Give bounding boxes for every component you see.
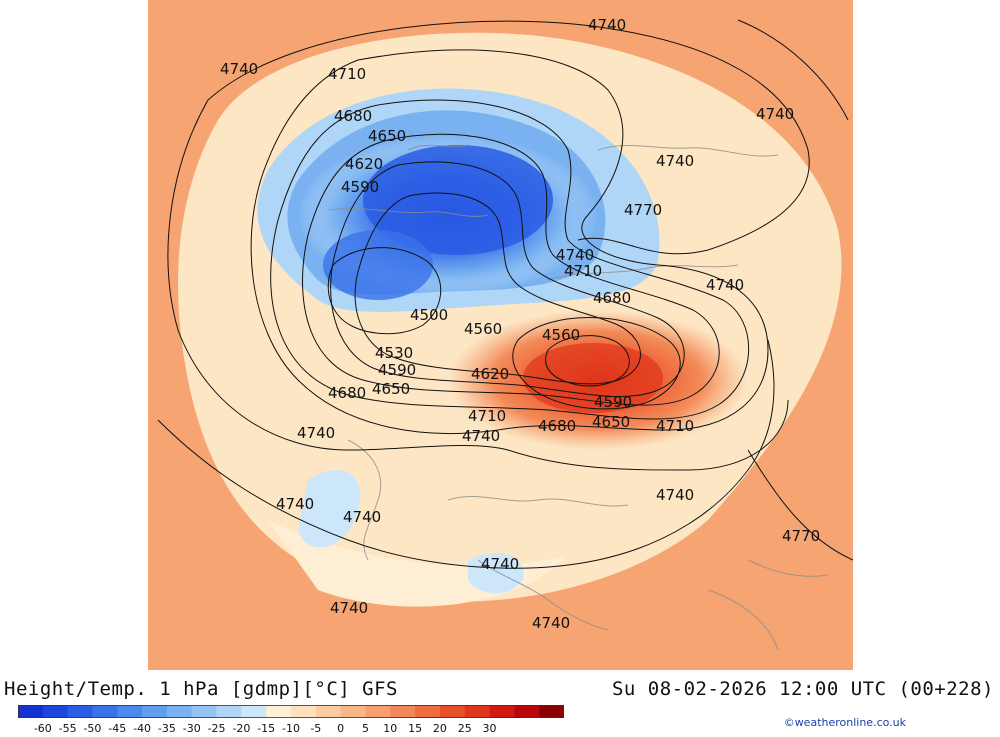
legend-tick-label: -30	[183, 722, 201, 733]
contour-label: 4590	[378, 361, 416, 379]
legend-swatch	[166, 705, 193, 718]
legend-tick-label: 25	[458, 722, 472, 733]
contour-label: 4770	[624, 201, 662, 219]
contour-label: 4740	[462, 427, 500, 445]
coastlines	[327, 144, 829, 651]
contour-label: 4620	[345, 155, 383, 173]
legend-swatch	[18, 705, 44, 718]
legend-tick-label: 15	[408, 722, 422, 733]
legend-swatch	[489, 705, 515, 718]
contour-label: 4590	[341, 178, 379, 196]
legend-swatch	[415, 705, 441, 718]
contour-label: 4710	[328, 65, 366, 83]
contour-label: 4740	[532, 614, 570, 632]
height-contours	[157, 19, 853, 569]
legend-tick-label: 10	[383, 722, 397, 733]
legend-tick-label: -15	[257, 722, 275, 733]
legend-swatch	[42, 705, 68, 718]
legend-swatch	[142, 705, 168, 718]
legend-swatch	[365, 705, 391, 718]
contour-label: 4650	[368, 127, 406, 145]
legend-tick-label: -35	[158, 722, 176, 733]
contour-label: 4680	[328, 384, 366, 402]
legend-tick-label: 20	[433, 722, 447, 733]
legend-swatch	[464, 705, 490, 718]
legend-swatch	[291, 705, 317, 718]
legend-tick-label: -40	[133, 722, 151, 733]
legend-swatch	[67, 705, 93, 718]
contour-label: 4650	[372, 380, 410, 398]
contour-label: 4590	[594, 393, 632, 411]
legend-tick-label: -5	[310, 722, 321, 733]
valid-time: Su 08-02-2026 12:00 UTC (00+228)	[611, 678, 994, 700]
legend-swatch	[514, 705, 540, 718]
contour-label: 4560	[464, 320, 502, 338]
contour-label: 4770	[782, 527, 820, 545]
legend-swatch	[92, 705, 118, 718]
contour-label: 4740	[220, 60, 258, 78]
contour-label: 4680	[334, 107, 372, 125]
contour-label: 4530	[375, 344, 413, 362]
legend-swatch	[241, 705, 267, 718]
contour-label: 4650	[592, 413, 630, 431]
legend-tick-label: -60	[34, 722, 52, 733]
legend-swatch	[539, 705, 565, 718]
contour-label: 4710	[656, 417, 694, 435]
contour-label: 4740	[481, 555, 519, 573]
legend-swatch	[117, 705, 143, 718]
contour-label: 4500	[410, 306, 448, 324]
contour-label: 4740	[276, 495, 314, 513]
contour-label: 4740	[756, 105, 794, 123]
contour-label: 4740	[330, 599, 368, 617]
legend-swatch	[216, 705, 242, 718]
legend-swatch	[340, 705, 366, 718]
contour-label: 4740	[297, 424, 335, 442]
contour-label: 4740	[556, 246, 594, 264]
contour-label: 4740	[656, 152, 694, 170]
contour-label: 4710	[564, 262, 602, 280]
contour-labels: 4740 4740 4710 4740 4680 4650 4740 4620 …	[220, 16, 820, 632]
legend-tick-label: 0	[337, 722, 344, 733]
legend-swatch	[266, 705, 292, 718]
contour-label: 4740	[343, 508, 381, 526]
legend-tick-label: 5	[362, 722, 369, 733]
contour-label: 4680	[538, 417, 576, 435]
legend-tick-label: -45	[108, 722, 126, 733]
legend-swatch	[191, 705, 217, 718]
legend-swatch	[439, 705, 466, 718]
credit-text: ©weatheronline.co.uk	[783, 716, 906, 729]
legend-tick-label: 30	[483, 722, 497, 733]
contour-label: 4680	[593, 289, 631, 307]
legend-tick-label: -25	[208, 722, 226, 733]
legend-swatch	[390, 705, 416, 718]
contour-label: 4560	[542, 326, 580, 344]
contour-label: 4620	[471, 365, 509, 383]
contour-label: 4710	[468, 407, 506, 425]
legend-tick-label: -55	[59, 722, 77, 733]
legend-tick-label: -10	[282, 722, 300, 733]
weather-map: 4740 4740 4710 4740 4680 4650 4740 4620 …	[148, 0, 853, 670]
legend-tick-label: -50	[83, 722, 101, 733]
legend-swatch	[315, 705, 341, 718]
map-title: Height/Temp. 1 hPa [gdmp][°C] GFS	[4, 678, 398, 700]
legend-tick-label: -20	[232, 722, 250, 733]
contour-label: 4740	[706, 276, 744, 294]
color-legend: -60 -55 -50 -45 -40 -35 -30 -25 -20 -15 -10 -5 0 5 10 1…	[18, 705, 565, 735]
contour-label: 4740	[656, 486, 694, 504]
contour-label: 4740	[588, 16, 626, 34]
